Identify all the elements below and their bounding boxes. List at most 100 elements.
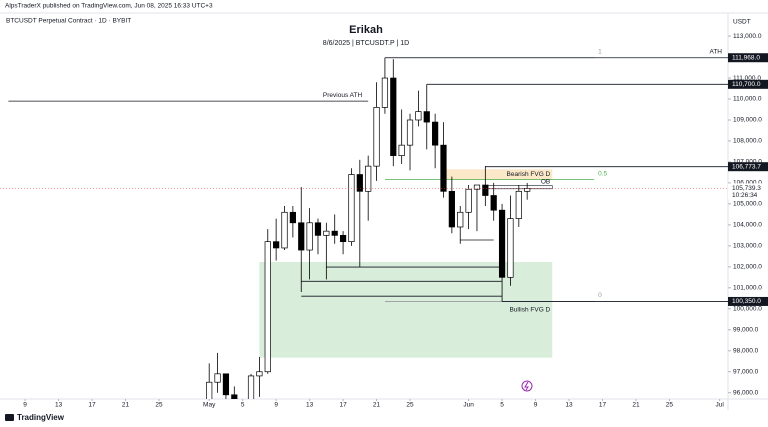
y-tick-label: 103,000.0 <box>733 243 762 250</box>
candle-body <box>482 184 489 196</box>
candle-body <box>390 77 397 157</box>
level-label: Previous ATH <box>323 92 363 99</box>
price-badge <box>728 296 768 306</box>
y-tick-label: 113,000.0 <box>733 33 762 40</box>
candle-body <box>423 111 430 123</box>
price-badge-label: 100,350.0 <box>732 298 761 305</box>
candle-body <box>524 188 531 192</box>
candle-body <box>264 241 271 373</box>
candle-body <box>214 373 221 383</box>
price-badge-label: 106,773.7 <box>732 163 761 170</box>
candle-body <box>365 165 372 192</box>
y-tick-label: 106,000.0 <box>733 180 762 187</box>
candle-body <box>348 174 355 243</box>
x-tick-label: Jul <box>715 402 724 409</box>
zone <box>259 262 553 358</box>
x-tick-label: 17 <box>339 402 347 409</box>
candle-body <box>256 371 263 377</box>
candle-body <box>222 373 230 396</box>
x-tick-label: 21 <box>632 402 640 409</box>
x-tick-label: Jun <box>463 402 474 409</box>
price-badge-label: 105,739.3 <box>732 185 761 192</box>
level-label: ATH <box>709 48 722 55</box>
candle-body <box>306 222 313 251</box>
candle-body <box>490 195 497 211</box>
chart-title: Erikah <box>349 24 383 36</box>
price-badge-label: 110,700.0 <box>732 81 761 88</box>
candle-body <box>356 174 363 192</box>
price-badge <box>728 183 768 200</box>
x-tick-label: 5 <box>241 402 245 409</box>
footer-brand: TradingView <box>17 413 65 422</box>
x-tick-label: 9 <box>534 402 538 409</box>
y-tick-label: 107,000.0 <box>733 159 762 166</box>
x-tick-label: 13 <box>55 402 63 409</box>
price-badge-label: 111,968.0 <box>732 54 760 61</box>
candle-body <box>465 188 472 213</box>
x-tick-label: 9 <box>23 402 27 409</box>
fib-label: 0.5 <box>598 170 607 177</box>
candle-body <box>432 121 439 146</box>
x-tick-label: 13 <box>306 402 314 409</box>
y-tick-label: 104,000.0 <box>733 222 762 229</box>
candle-body <box>448 190 455 228</box>
price-badge <box>728 162 768 172</box>
candle-body <box>507 218 514 278</box>
y-tick-label: 111,000.0 <box>733 75 761 82</box>
y-tick-label: 105,000.0 <box>733 201 762 208</box>
countdown: 10:26:34 <box>732 192 758 199</box>
y-tick-label: 109,000.0 <box>733 117 762 124</box>
alert-icon <box>521 380 533 392</box>
candle-body <box>339 235 347 243</box>
x-tick-label: 13 <box>565 402 573 409</box>
x-tick-label: 5 <box>500 402 504 409</box>
publisher: AlpsTraderX published on TradingView.com… <box>5 3 213 10</box>
x-tick-label: 9 <box>274 402 278 409</box>
y-tick-label: 100,000.0 <box>733 306 762 313</box>
candle-body <box>247 375 255 399</box>
zone-label: Bullish FVG D <box>509 307 550 314</box>
x-tick-label: May <box>203 402 216 409</box>
fib-label: 1 <box>598 48 602 55</box>
logo <box>5 414 14 421</box>
y-tick-label: 108,000.0 <box>733 138 762 145</box>
alert-bolt <box>524 381 529 391</box>
x-tick-label: 17 <box>88 402 96 409</box>
candle-body <box>381 77 389 108</box>
y-tick-label: 97,000.0 <box>733 368 759 375</box>
candle-body <box>331 230 338 236</box>
plot <box>8 57 728 399</box>
x-tick-label: 17 <box>599 402 607 409</box>
candle-body <box>206 381 213 399</box>
y-tick-label: 96,000.0 <box>733 389 759 396</box>
y-tick-label: 98,000.0 <box>733 347 759 354</box>
candle-body <box>289 211 296 224</box>
y-tick-label: 99,000.0 <box>733 326 759 333</box>
candle-body <box>515 190 522 219</box>
candle-body <box>281 211 288 249</box>
zone-label: Bearish FVG D <box>507 171 551 178</box>
chart-subtitle: 8/6/2025 | BTCUSDT.P | 1D <box>323 40 409 47</box>
fib-label: 0 <box>598 292 602 299</box>
y-tick-label: 102,000.0 <box>733 264 762 271</box>
x-tick-label: 21 <box>373 402 381 409</box>
candle-body <box>231 394 238 399</box>
candle-body <box>314 222 322 236</box>
candle-body <box>398 144 405 157</box>
zone-label: OB <box>541 178 550 185</box>
candle-body <box>323 230 330 236</box>
candle-body <box>457 211 464 228</box>
y-tick-label: 110,000.0 <box>733 96 762 103</box>
zone <box>443 169 553 180</box>
candle-body <box>406 119 414 146</box>
candle-body <box>415 111 422 121</box>
x-tick-label: 21 <box>122 402 130 409</box>
candle-body <box>440 144 447 192</box>
candle-body <box>298 222 305 251</box>
symbol: BTCUSDT Perpetual Contract · 1D · BYBIT <box>6 18 131 25</box>
x-tick-label: 25 <box>666 402 674 409</box>
y-tick-label: 101,000.0 <box>733 285 762 292</box>
price-badge <box>728 53 768 63</box>
